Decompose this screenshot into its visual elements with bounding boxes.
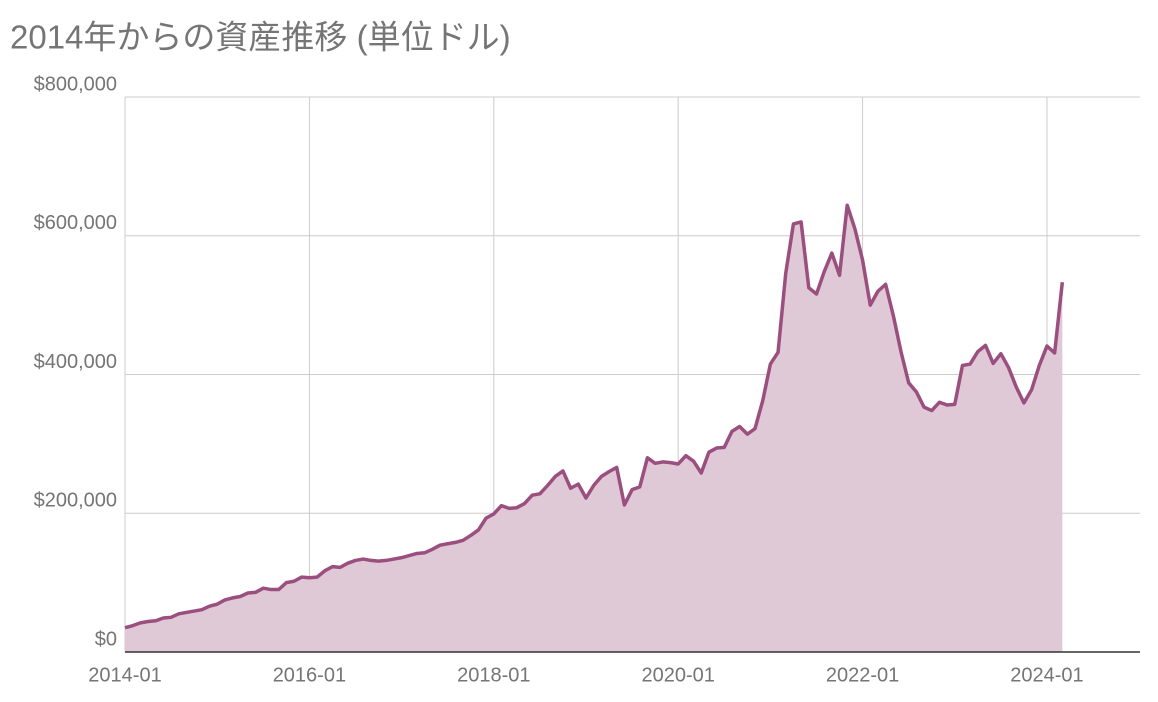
x-tick-label: 2018-01 xyxy=(457,664,530,686)
y-tick-label: $200,000 xyxy=(34,490,117,512)
x-tick-label: 2014-01 xyxy=(88,664,161,686)
x-tick-label: 2020-01 xyxy=(641,664,714,686)
y-tick-label: $800,000 xyxy=(34,73,117,95)
line xyxy=(124,203,1065,630)
x-tick-label: 2022-01 xyxy=(826,664,899,686)
y-tick-label: $400,000 xyxy=(34,351,117,373)
x-tick-label: 2024-01 xyxy=(1010,664,1083,686)
y-tick-label: $0 xyxy=(95,628,117,650)
x-tick-label: 2016-01 xyxy=(273,664,346,686)
area xyxy=(125,205,1063,652)
chart-title: 2014年からの資産推移 (単位ドル) xyxy=(10,19,511,56)
y-tick-label: $600,000 xyxy=(34,212,117,234)
